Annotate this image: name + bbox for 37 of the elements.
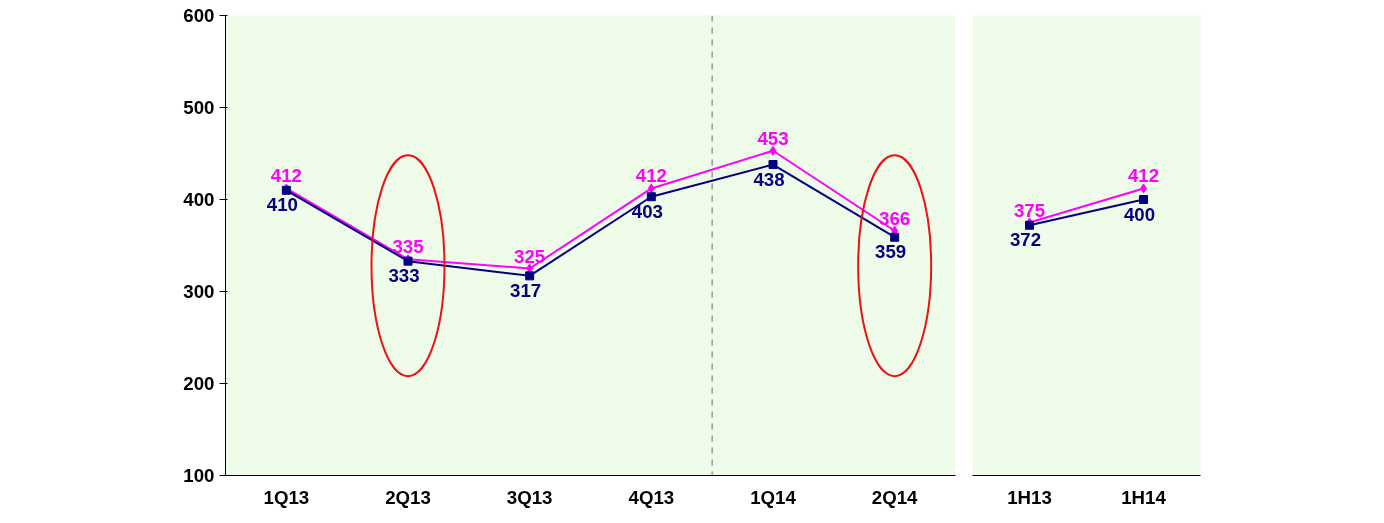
y-tick-label: 300 — [183, 281, 215, 302]
point — [1139, 195, 1148, 204]
y-tick-label: 500 — [183, 97, 215, 118]
data-label: 335 — [392, 236, 424, 258]
point — [525, 271, 535, 281]
x-tick-label: 1Q14 — [750, 486, 797, 508]
x-tick-label: 1Q13 — [263, 486, 310, 508]
point — [890, 232, 900, 242]
x-tick-label: 4Q13 — [628, 486, 675, 508]
x-tick-label: 3Q13 — [506, 486, 553, 508]
data-label: 412 — [1127, 165, 1160, 187]
data-label: 412 — [635, 165, 667, 187]
x-tick-label: 1H13 — [1007, 486, 1052, 508]
y-tick-label: 200 — [183, 373, 215, 394]
data-label: 403 — [631, 200, 663, 222]
point — [768, 160, 778, 170]
x-tick-label: 1H14 — [1121, 486, 1167, 508]
point — [769, 145, 777, 156]
y-tick-label: 600 — [183, 5, 215, 26]
x-tick-label: 2Q14 — [871, 486, 919, 508]
y-tick-label: 100 — [183, 465, 215, 486]
data-label: 317 — [510, 279, 542, 301]
data-label: 438 — [753, 168, 785, 190]
data-label: 333 — [388, 265, 420, 287]
data-label: 375 — [1013, 199, 1046, 221]
data-label: 453 — [757, 127, 789, 149]
y-tick-label: 400 — [183, 189, 215, 210]
data-label: 359 — [875, 241, 907, 263]
data-label: 325 — [514, 245, 546, 267]
data-label: 366 — [879, 207, 911, 229]
data-label: 410 — [266, 194, 298, 216]
data-label: 372 — [1009, 229, 1042, 251]
x-tick-label: 2Q13 — [385, 486, 431, 508]
point — [647, 183, 655, 194]
point — [646, 192, 656, 202]
data-label: 400 — [1123, 203, 1156, 225]
data-label: 412 — [270, 165, 302, 187]
